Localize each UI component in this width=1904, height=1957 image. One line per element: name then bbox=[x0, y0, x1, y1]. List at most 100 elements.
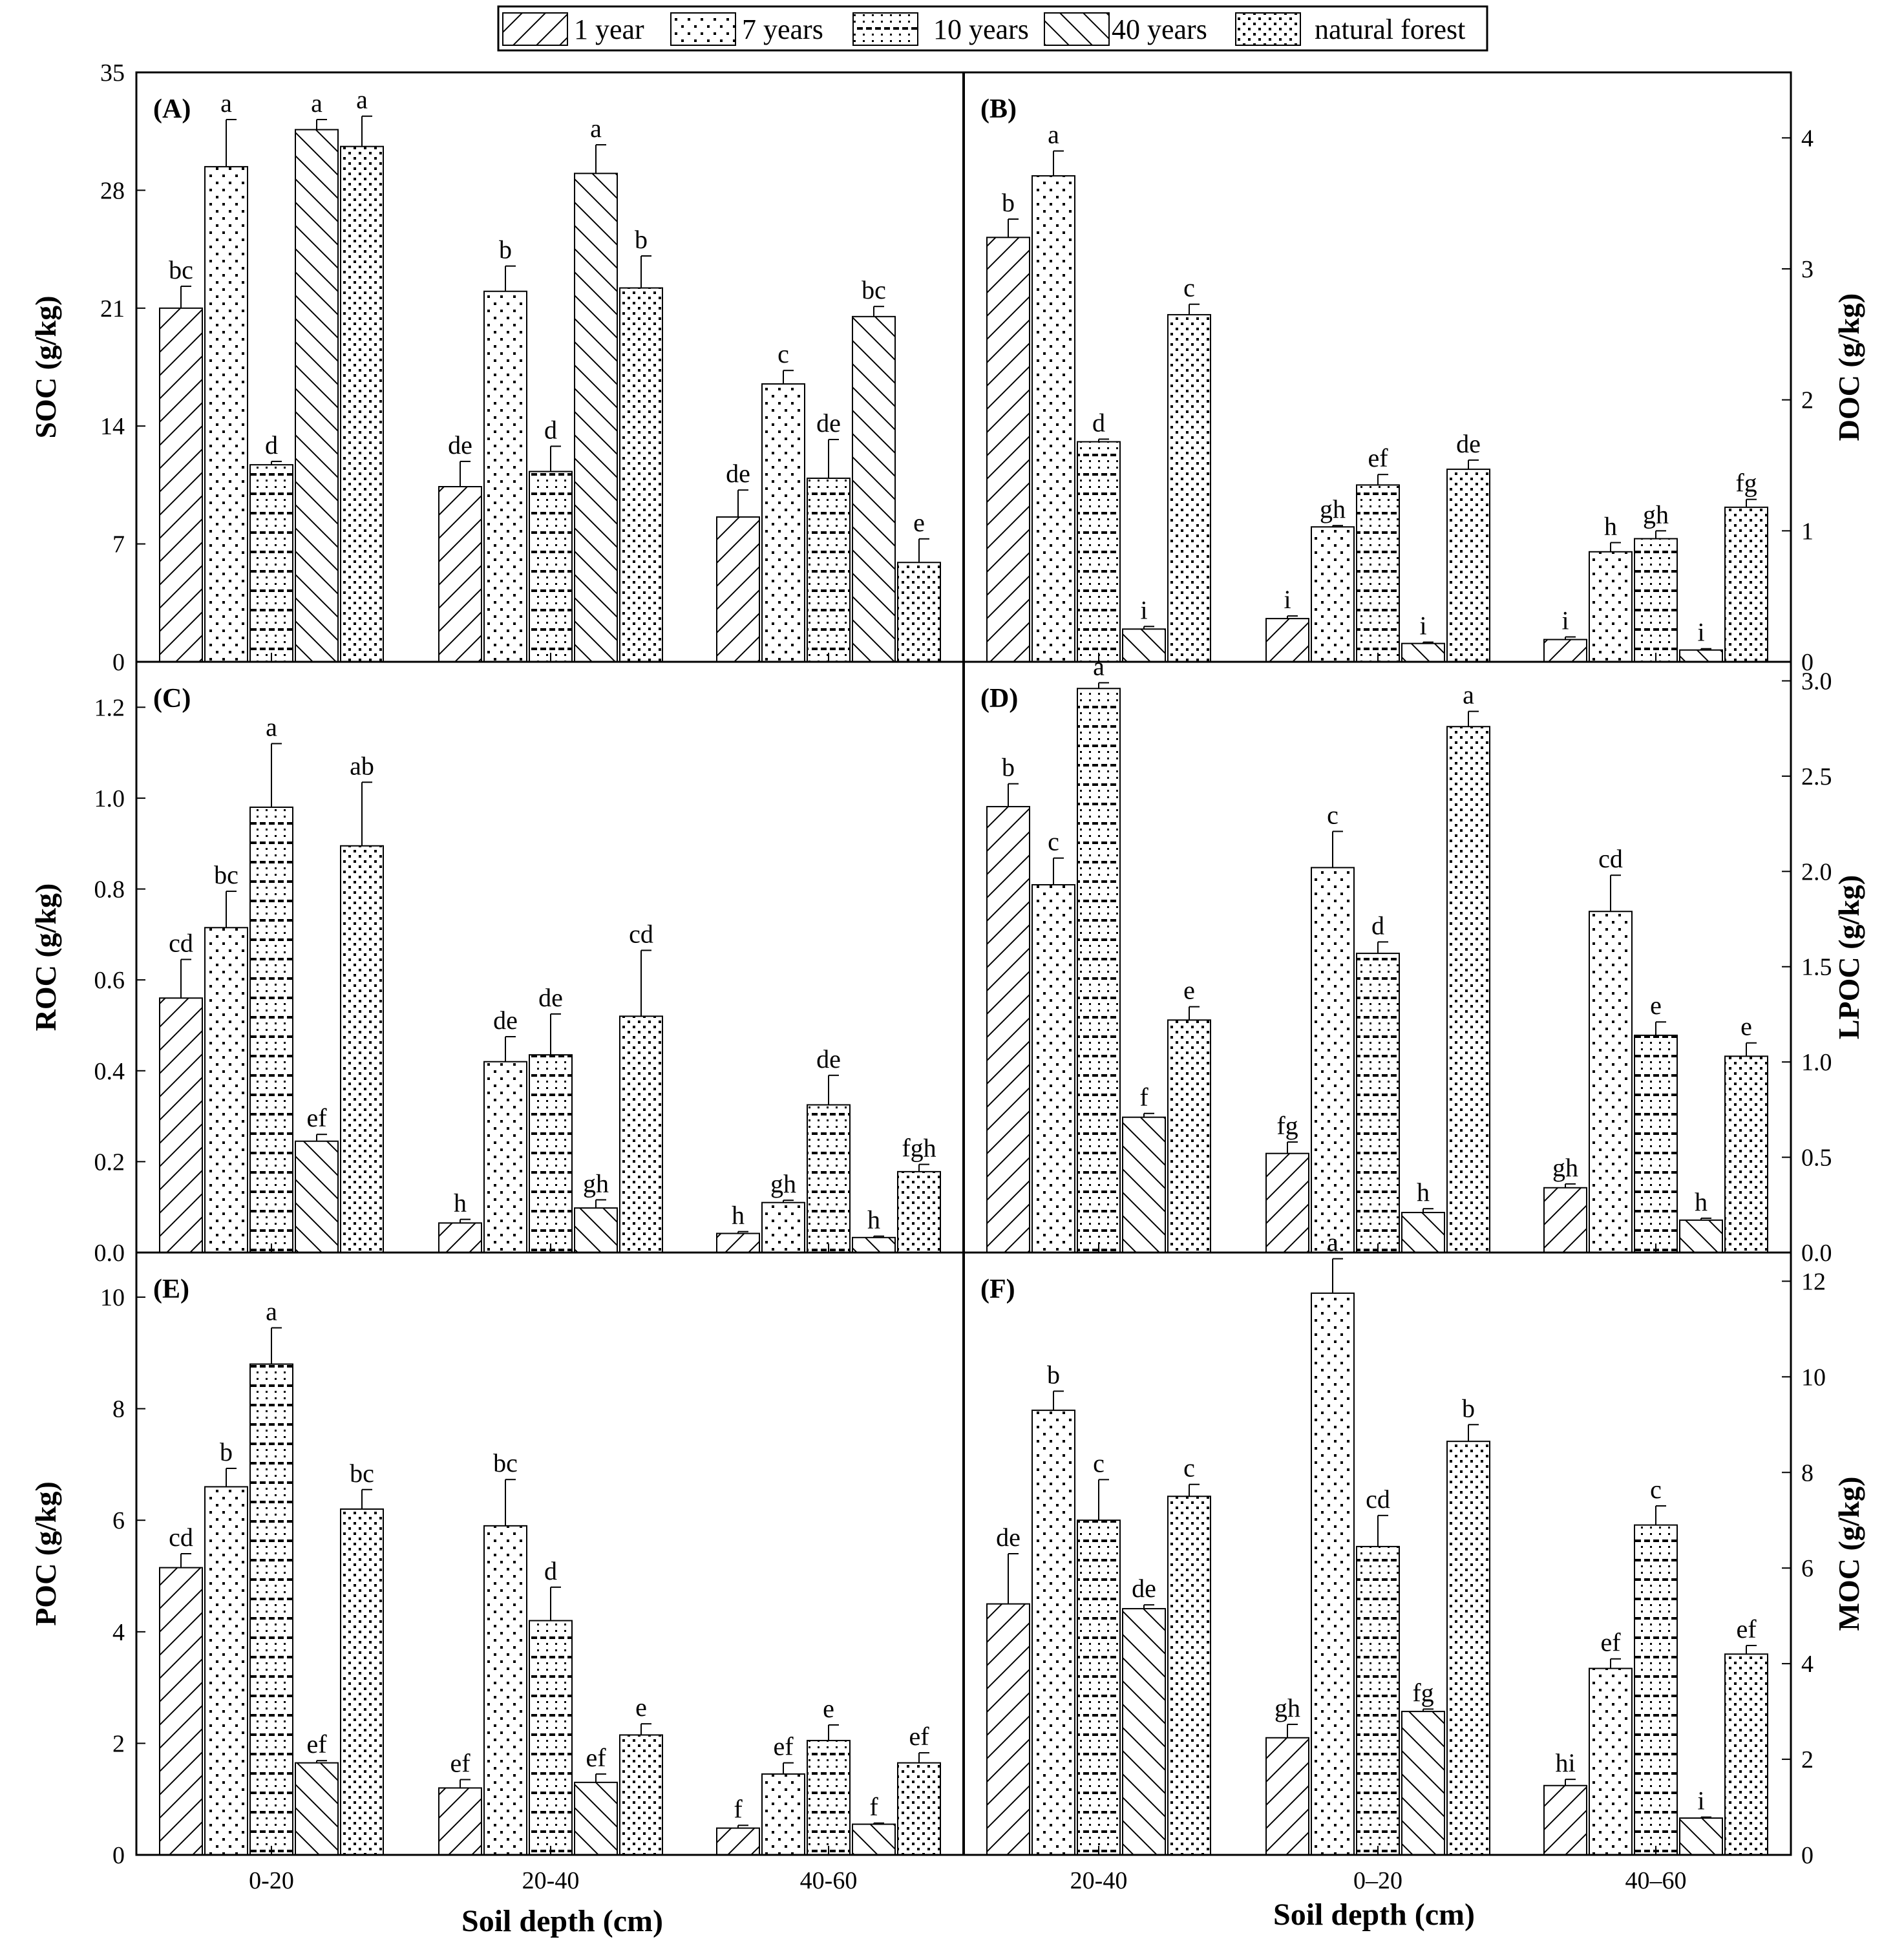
y-tick-label-f: 4 bbox=[1801, 1651, 1814, 1678]
y-tick-label-d: 2.0 bbox=[1801, 858, 1832, 885]
bar-d-10-years bbox=[1077, 688, 1121, 1254]
y-tick-label-b: 4 bbox=[1801, 125, 1814, 152]
bar-d-natural-forest bbox=[1167, 1019, 1211, 1253]
bar-e-40-years bbox=[295, 1762, 339, 1856]
y-axis-label-a: SOC (g/kg) bbox=[29, 295, 62, 438]
bar-d-10-years bbox=[1356, 953, 1400, 1254]
significance-letter-e: a bbox=[266, 1297, 277, 1326]
bar-b-1-year bbox=[1543, 639, 1587, 663]
significance-letter-f: c bbox=[1650, 1475, 1662, 1504]
y-axis-label-f: MOC (g/kg) bbox=[1832, 1477, 1865, 1631]
significance-letter-e: ef bbox=[909, 1722, 929, 1751]
significance-letter-f: ef bbox=[1600, 1628, 1621, 1657]
legend-swatch-40-years bbox=[1044, 12, 1110, 46]
bar-d-natural-forest bbox=[1724, 1055, 1768, 1254]
bar-b-7-years bbox=[1311, 526, 1355, 663]
significance-letter-e: ef bbox=[450, 1749, 471, 1778]
bar-a-10-years bbox=[807, 477, 851, 663]
significance-letter-c: cd bbox=[629, 919, 653, 948]
significance-letter-f: ef bbox=[1736, 1614, 1757, 1644]
significance-letter-b: c bbox=[1183, 273, 1195, 302]
significance-letter-a: de bbox=[726, 459, 750, 488]
y-axis-label-b: DOC (g/kg) bbox=[1832, 293, 1865, 441]
bar-c-40-years bbox=[295, 1140, 339, 1253]
significance-letter-e: bc bbox=[350, 1459, 374, 1488]
significance-letter-c: ef bbox=[306, 1103, 327, 1132]
panel-label-c: (C) bbox=[153, 684, 191, 714]
bar-d-7-years bbox=[1031, 883, 1075, 1253]
bar-b-7-years bbox=[1031, 175, 1075, 662]
bar-b-40-years bbox=[1401, 642, 1445, 662]
bar-d-40-years bbox=[1122, 1116, 1166, 1254]
bar-b-natural-forest bbox=[1724, 506, 1768, 662]
legend-label-7-years: 7 years bbox=[742, 14, 823, 45]
y-tick-label-c: 0.0 bbox=[94, 1240, 125, 1267]
bar-a-1-year bbox=[159, 307, 203, 662]
significance-letter-c: bc bbox=[214, 860, 238, 889]
y-tick-label-d: 1.0 bbox=[1801, 1049, 1832, 1076]
bar-e-10-years bbox=[529, 1620, 573, 1856]
significance-letter-a: a bbox=[311, 89, 323, 118]
bar-c-40-years bbox=[852, 1236, 896, 1253]
significance-letter-f: hi bbox=[1555, 1748, 1575, 1777]
significance-letter-d: e bbox=[1183, 976, 1195, 1005]
bar-d-1-year bbox=[1543, 1187, 1587, 1254]
bar-b-40-years bbox=[1679, 649, 1723, 663]
significance-letter-c: a bbox=[266, 713, 277, 742]
y-tick-label-a: 0 bbox=[112, 649, 125, 676]
significance-letter-e: f bbox=[869, 1792, 878, 1821]
bar-a-10-years bbox=[529, 471, 573, 662]
significance-letter-a: d bbox=[265, 430, 278, 460]
significance-letter-e: f bbox=[734, 1794, 743, 1823]
significance-letter-b: i bbox=[1140, 595, 1147, 624]
bar-e-1-year bbox=[716, 1827, 760, 1856]
legend-label-natural-forest: natural forest bbox=[1315, 14, 1465, 45]
bar-f-10-years bbox=[1077, 1519, 1121, 1856]
bar-d-1-year bbox=[1265, 1152, 1309, 1253]
bar-a-1-year bbox=[716, 516, 760, 662]
panel-label-e: (E) bbox=[153, 1275, 189, 1304]
bar-a-7-years bbox=[761, 383, 805, 662]
bar-f-natural-forest bbox=[1167, 1496, 1211, 1856]
bar-f-7-years bbox=[1589, 1667, 1633, 1856]
y-tick-label-d: 0.5 bbox=[1801, 1145, 1832, 1172]
y-tick-label-f: 12 bbox=[1801, 1268, 1826, 1295]
bar-d-natural-forest bbox=[1446, 726, 1490, 1253]
legend-label-1-year: 1 year bbox=[574, 14, 644, 45]
y-tick-label-a: 14 bbox=[100, 413, 125, 440]
bar-f-10-years bbox=[1356, 1545, 1400, 1856]
significance-letter-b: b bbox=[1002, 188, 1015, 217]
significance-letter-b: gh bbox=[1320, 494, 1346, 524]
bar-b-10-years bbox=[1634, 538, 1678, 663]
significance-letter-a: de bbox=[448, 430, 472, 460]
significance-letter-d: f bbox=[1139, 1083, 1148, 1112]
panel-a: 0 7 14 21 28 35 SOC (g/kg) (A) bc a d a a de b d a b de c de… bbox=[29, 59, 941, 676]
significance-letter-d: fg bbox=[1276, 1111, 1298, 1140]
significance-letter-d: h bbox=[1695, 1187, 1708, 1216]
y-tick-label-d: 0.0 bbox=[1801, 1240, 1832, 1267]
legend-swatch-1-year bbox=[502, 12, 568, 46]
significance-letter-d: b bbox=[1002, 753, 1015, 782]
significance-letter-a: b bbox=[635, 225, 648, 254]
y-tick-label-a: 35 bbox=[100, 59, 125, 87]
bar-b-1-year bbox=[1265, 618, 1309, 662]
significance-letter-f: i bbox=[1697, 1786, 1704, 1815]
significance-letter-c: h bbox=[732, 1201, 745, 1230]
x-tick-label-f: 20-40 bbox=[1070, 1867, 1128, 1894]
bar-c-40-years bbox=[574, 1207, 618, 1254]
significance-letter-a: d bbox=[544, 415, 557, 444]
significance-letter-b: h bbox=[1604, 512, 1617, 541]
y-tick-label-f: 0 bbox=[1801, 1842, 1814, 1869]
significance-letter-c: fgh bbox=[902, 1134, 936, 1163]
panel-label-a: (A) bbox=[153, 94, 191, 124]
y-tick-label-d: 3.0 bbox=[1801, 668, 1832, 695]
bar-c-1-year bbox=[159, 997, 203, 1254]
bar-c-natural-forest bbox=[897, 1170, 941, 1253]
significance-letter-a: bc bbox=[169, 255, 193, 284]
x-tick-label-f: 40–60 bbox=[1625, 1867, 1687, 1894]
significance-letter-e: b bbox=[220, 1437, 233, 1466]
y-tick-label-a: 7 bbox=[112, 531, 125, 558]
y-tick-label-e: 6 bbox=[112, 1507, 125, 1534]
significance-letter-c: ab bbox=[350, 751, 374, 780]
bar-d-1-year bbox=[986, 806, 1030, 1253]
